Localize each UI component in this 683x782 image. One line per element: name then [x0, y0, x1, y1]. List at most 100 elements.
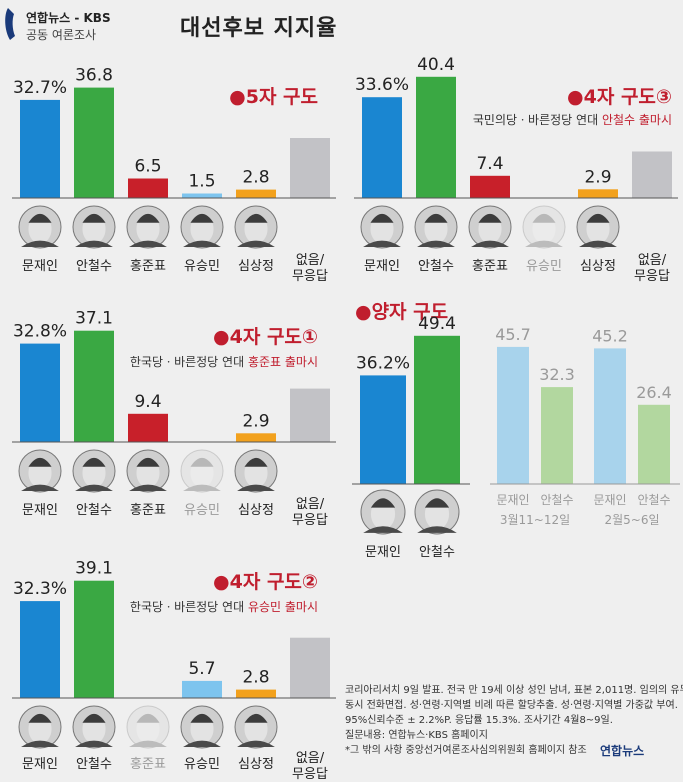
chart-subtitle-highlight: 유승민 출마시: [248, 600, 318, 614]
face-유승민-hair: [190, 713, 214, 723]
bar-value-label: 39.1: [75, 559, 113, 579]
chart-subtitle: 한국당ㆍ바른정당 연대 유승민 출마시: [130, 600, 318, 614]
face-심상정: [234, 705, 278, 749]
face-유승민-shoulders: [525, 240, 563, 247]
face-안철수-hair: [82, 213, 106, 223]
category-label: 문재인: [365, 545, 401, 560]
history-bar-안철수: [638, 404, 670, 484]
chart-subtitle: 국민의당ㆍ바른정당 연대 안철수 출마시: [473, 113, 672, 127]
face-심상정-shoulders: [579, 240, 617, 247]
bar-유승민: [182, 193, 222, 198]
bar-없음/무응답: [290, 637, 330, 698]
chart-title: ●양자 구도: [355, 301, 448, 323]
bar-value-label: 49.4: [418, 314, 456, 334]
face-홍준표: [468, 205, 512, 249]
bar-심상정: [236, 433, 276, 442]
category-label: 문재인: [22, 757, 58, 772]
face-유승민-bg: [522, 205, 566, 249]
face-유승민: [180, 705, 224, 749]
face-유승민-shoulders: [183, 240, 221, 247]
face-문재인-hair: [28, 713, 52, 723]
face-유승민: [522, 205, 566, 249]
category-label: 안철수: [418, 259, 454, 274]
face-심상정-hair: [244, 457, 268, 467]
bar-없음/무응답: [632, 151, 672, 198]
brand-logo: 연합뉴스: [600, 744, 645, 758]
bar-안철수: [416, 76, 456, 198]
face-심상정-hair: [586, 213, 610, 223]
phone-icon: [5, 8, 15, 40]
face-안철수: [72, 205, 116, 249]
face-문재인-shoulders: [21, 240, 59, 247]
face-심상정-hair: [244, 213, 268, 223]
face-유승민-head: [532, 214, 556, 244]
bar-문재인: [20, 343, 60, 442]
bar-value-label: 32.8%: [13, 322, 67, 342]
face-안철수-hair: [82, 713, 106, 723]
history-bar-문재인: [594, 348, 626, 484]
category-label: 없음/: [296, 253, 325, 268]
chart-title: ●4자 구도②: [213, 571, 318, 593]
history-value-label: 45.7: [495, 325, 531, 344]
category-label: 무응답: [292, 513, 328, 528]
face-유승민-shoulders: [183, 740, 221, 747]
category-label: 심상정: [238, 757, 274, 772]
bar-문재인: [360, 375, 406, 484]
face-문재인-hair: [370, 213, 394, 223]
face-유승민-hair: [190, 213, 214, 223]
face-문재인-hair: [28, 213, 52, 223]
face-문재인-shoulders: [21, 484, 59, 491]
history-bar-안철수: [541, 387, 573, 484]
category-label: 무응답: [634, 269, 670, 284]
face-심상정-shoulders: [237, 240, 275, 247]
face-문재인: [360, 489, 406, 535]
chart-subtitle: 한국당ㆍ바른정당 연대 홍준표 출마시: [130, 355, 318, 369]
footer-line: 질문내용: 연합뉴스·KBS 홈페이지: [345, 730, 488, 741]
face-홍준표-bg: [126, 705, 170, 749]
face-유승민-hair: [190, 457, 214, 467]
category-label: 없음/: [638, 253, 667, 268]
face-심상정-hair: [244, 713, 268, 723]
category-label: 무응답: [292, 269, 328, 284]
category-label: 심상정: [238, 503, 274, 518]
category-label: 심상정: [238, 259, 274, 274]
bar-없음/무응답: [290, 388, 330, 442]
face-유승민-hair: [532, 213, 556, 223]
bar-심상정: [236, 689, 276, 698]
bar-홍준표: [470, 175, 510, 198]
bar-문재인: [20, 99, 60, 198]
face-안철수: [414, 205, 458, 249]
face-홍준표-shoulders: [129, 740, 167, 747]
category-label: 무응답: [292, 767, 328, 782]
footer-line: 동시 전화면접. 성·연령·지역별 비례 따른 할당추출. 성·연령·지역별 가…: [345, 700, 678, 711]
header: 연합뉴스 - KBS 공동 여론조사 대선후보 지지율: [0, 0, 683, 48]
bar-value-label: 32.7%: [13, 78, 67, 98]
face-홍준표-head: [136, 714, 160, 744]
history-bar-문재인: [497, 346, 529, 484]
face-홍준표: [126, 205, 170, 249]
bar-value-label: 32.3%: [13, 579, 67, 599]
history-period-label: 3월11~12일: [500, 513, 570, 527]
bar-value-label: 33.6%: [355, 75, 409, 95]
category-label: 없음/: [296, 751, 325, 766]
face-홍준표-hair: [478, 213, 502, 223]
chart-title: ●5자 구도: [229, 86, 318, 108]
bar-안철수: [74, 87, 114, 198]
history-category-label: 안철수: [637, 493, 670, 507]
face-유승민: [180, 449, 224, 493]
footer-notes: 코리아리서치 9일 발표. 전국 만 19세 이상 성인 남녀, 표본 2,01…: [345, 683, 683, 758]
category-label: 유승민: [526, 259, 562, 274]
bar-문재인: [20, 601, 60, 698]
footer-line: 95%신뢰수준 ± 2.2%P. 응답률 15.3%. 조사기간 4월8~9일.: [345, 715, 613, 726]
face-홍준표-shoulders: [471, 240, 509, 247]
category-label: 없음/: [296, 497, 325, 512]
chart-title: ●4자 구도③: [567, 86, 672, 108]
face-심상정: [234, 449, 278, 493]
face-심상정: [576, 205, 620, 249]
face-문재인-shoulders: [363, 526, 403, 533]
bar-심상정: [578, 189, 618, 198]
category-label: 심상정: [580, 259, 616, 274]
bar-value-label: 2.8: [242, 168, 269, 188]
bar-심상정: [236, 189, 276, 198]
